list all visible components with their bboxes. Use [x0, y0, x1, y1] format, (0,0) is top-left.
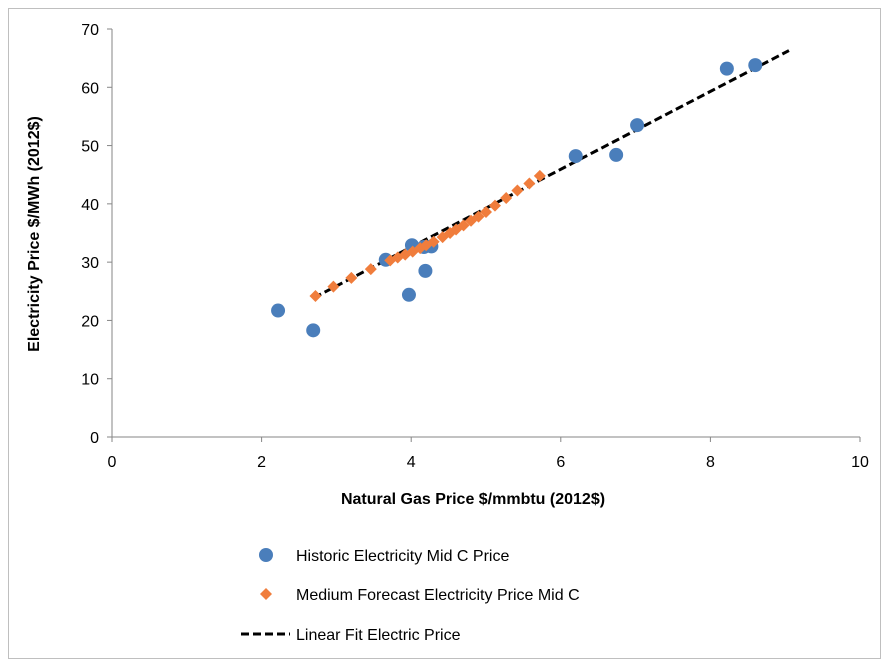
forecast-point [533, 169, 546, 182]
chart-frame [8, 8, 881, 659]
forecast-point [391, 251, 404, 264]
forecast-point [427, 235, 440, 248]
y-tick-label: 40 [81, 197, 99, 214]
y-axis-title: Electricity Price $/MWh (2012$) [26, 116, 43, 352]
y-tick-label: 0 [90, 430, 99, 447]
forecast-point [364, 263, 377, 276]
plot-area [271, 49, 790, 338]
forecast-point [327, 280, 340, 293]
legend-item-forecast: Medium Forecast Electricity Price Mid C [260, 587, 580, 604]
y-tick-label: 30 [81, 255, 99, 272]
forecast-point [480, 206, 492, 219]
x-ticks: 0 2 4 6 8 10 [108, 437, 869, 471]
forecast-point [500, 192, 513, 205]
forecast-point [523, 177, 536, 190]
forecast-point [472, 210, 485, 223]
y-tick-label: 20 [81, 313, 99, 330]
legend-diamond-marker [260, 588, 272, 600]
legend-label-linear-fit: Linear Fit Electric Price [296, 627, 461, 644]
historic-point [748, 58, 763, 73]
forecast-point [511, 184, 524, 197]
forecast-point [488, 199, 501, 212]
historic-point [719, 61, 734, 76]
historic-point [630, 118, 645, 133]
x-tick-label: 8 [706, 454, 715, 471]
legend: Historic Electricity Mid C Price Medium … [241, 548, 580, 644]
historic-point [418, 263, 433, 278]
y-ticks: 0 10 20 30 40 50 60 70 [81, 22, 112, 447]
forecast-point [457, 219, 470, 232]
y-tick-label: 50 [81, 139, 99, 156]
legend-item-historic: Historic Electricity Mid C Price [259, 548, 509, 565]
forecast-point [345, 271, 358, 284]
historic-point [568, 149, 583, 164]
x-tick-label: 4 [407, 454, 416, 471]
y-tick-label: 10 [81, 372, 99, 389]
y-tick-label: 60 [81, 80, 99, 97]
x-tick-label: 0 [108, 454, 117, 471]
x-tick-label: 10 [851, 454, 869, 471]
x-tick-label: 2 [257, 454, 266, 471]
legend-label-historic: Historic Electricity Mid C Price [296, 548, 509, 565]
legend-item-linear-fit: Linear Fit Electric Price [241, 627, 461, 644]
historic-point [306, 323, 321, 338]
x-tick-label: 6 [556, 454, 565, 471]
historic-point [609, 147, 624, 162]
historic-point [401, 287, 416, 302]
legend-circle-marker [259, 548, 273, 562]
x-axis-title: Natural Gas Price $/mmbtu (2012$) [341, 491, 605, 508]
forecast-point [309, 289, 322, 302]
axes [111, 29, 860, 438]
y-tick-label: 70 [81, 22, 99, 39]
historic-point [271, 303, 286, 318]
legend-label-forecast: Medium Forecast Electricity Price Mid C [296, 587, 580, 604]
